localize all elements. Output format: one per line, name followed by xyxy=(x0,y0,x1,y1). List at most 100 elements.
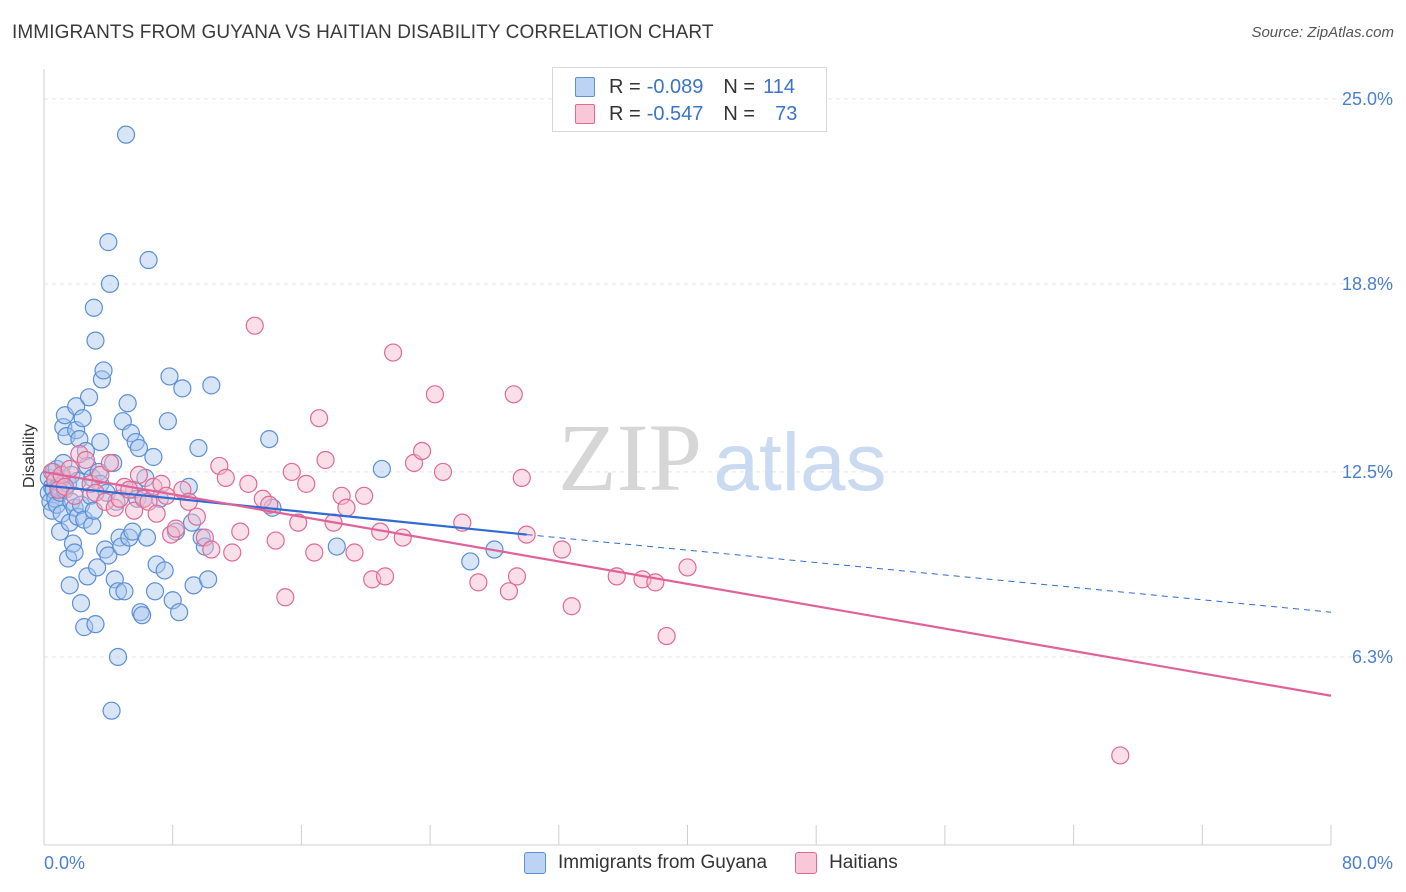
data-point-haitians xyxy=(309,409,329,428)
data-point-guyana xyxy=(84,298,103,317)
data-point-haitians xyxy=(375,567,395,586)
data-point-guyana xyxy=(160,367,179,386)
data-point-guyana xyxy=(108,647,128,667)
watermark: ZIP atlas xyxy=(558,404,887,511)
legend-n-label: N = xyxy=(723,102,756,125)
bottom-legend-label-haitians: Haitians xyxy=(829,852,898,873)
x-tick-label: 0.0% xyxy=(44,853,85,873)
legend: R = -0.089 N = 114 R = -0.547 N = 73 xyxy=(552,67,827,132)
axes xyxy=(43,69,1332,846)
data-point-guyana xyxy=(87,558,107,577)
data-point-haitians xyxy=(96,492,115,511)
legend-r-value: -0.089 xyxy=(646,75,704,98)
data-point-haitians xyxy=(512,468,531,487)
data-point-guyana xyxy=(102,701,121,720)
data-point-guyana xyxy=(155,561,174,580)
legend-n-label: N = xyxy=(723,75,756,98)
data-point-guyana xyxy=(202,376,221,395)
data-point-guyana xyxy=(115,582,134,601)
data-point-haitians xyxy=(562,597,581,616)
source-label: Source: ZipAtlas.com xyxy=(1251,24,1394,41)
bottom-legend-label-guyana: Immigrants from Guyana xyxy=(558,852,768,873)
data-point-guyana xyxy=(139,250,158,270)
data-point-haitians xyxy=(276,588,295,607)
data-point-haitians xyxy=(552,540,572,559)
data-point-guyana xyxy=(173,379,192,398)
data-point-guyana xyxy=(116,125,136,144)
chart-title: IMMIGRANTS FROM GUYANA VS HAITIAN DISABI… xyxy=(12,22,714,43)
bottom-legend: Immigrants from Guyana Haitians xyxy=(524,852,926,874)
data-point-haitians xyxy=(245,316,264,335)
data-point-haitians xyxy=(157,486,176,505)
data-point-guyana xyxy=(99,233,118,252)
legend-row-guyana: R = -0.089 N = 114 xyxy=(575,73,795,101)
trendlines xyxy=(43,470,1332,697)
data-point-guyana xyxy=(79,388,99,407)
bottom-legend-swatch-guyana xyxy=(524,852,546,874)
data-point-guyana xyxy=(105,570,124,589)
data-point-guyana xyxy=(121,424,140,443)
data-point-guyana xyxy=(327,537,346,556)
watermark-atlas: atlas xyxy=(713,417,886,508)
data-point-guyana xyxy=(100,274,120,293)
data-point-haitians xyxy=(65,486,84,505)
y-tick-label: 12.5% xyxy=(1342,462,1393,482)
data-point-guyana xyxy=(47,495,66,514)
data-point-haitians xyxy=(187,507,206,526)
data-point-guyana xyxy=(60,576,79,595)
data-point-haitians xyxy=(91,465,110,485)
legend-swatch-guyana xyxy=(575,77,595,97)
data-point-guyana xyxy=(144,447,163,467)
bottom-legend-guyana: Immigrants from Guyana xyxy=(524,852,767,874)
data-point-guyana xyxy=(131,603,150,622)
data-point-haitians xyxy=(316,450,335,470)
data-point-guyana xyxy=(260,429,279,449)
legend-r-value: -0.547 xyxy=(646,102,704,125)
trendline-guyana-extension xyxy=(526,534,1332,613)
data-point-guyana xyxy=(83,516,102,535)
data-point-haitians xyxy=(147,504,166,523)
data-point-haitians xyxy=(678,558,697,577)
data-point-haitians xyxy=(412,441,432,461)
data-point-haitians xyxy=(337,498,356,517)
data-point-haitians xyxy=(305,543,324,562)
data-point-guyana xyxy=(108,582,128,601)
data-point-guyana xyxy=(133,606,152,625)
data-point-haitians xyxy=(105,498,124,517)
data-point-haitians xyxy=(1111,746,1130,765)
data-point-guyana xyxy=(182,513,202,532)
legend-r-label: R = xyxy=(609,75,641,98)
legend-row-haitians: R = -0.547 N = 73 xyxy=(575,100,797,128)
trendline-haitians xyxy=(43,470,1332,697)
data-point-haitians xyxy=(469,573,488,592)
data-point-guyana xyxy=(94,361,113,380)
data-point-haitians xyxy=(289,513,308,532)
x-tick-label: 80.0% xyxy=(1342,853,1393,873)
data-point-guyana xyxy=(99,546,118,565)
watermark-zip: ZIP xyxy=(558,404,702,511)
data-point-haitians xyxy=(657,626,676,646)
data-point-guyana xyxy=(73,409,92,428)
y-axis-label: Disability xyxy=(21,424,38,488)
y-tick-label: 25.0% xyxy=(1342,89,1393,109)
data-point-haitians xyxy=(425,385,445,404)
data-point-haitians xyxy=(282,462,301,482)
data-point-haitians xyxy=(332,486,351,505)
data-point-haitians xyxy=(504,385,523,404)
data-point-haitians xyxy=(355,486,374,505)
trendline-guyana xyxy=(43,484,527,536)
bottom-legend-haitians: Haitians xyxy=(795,852,898,874)
data-point-haitians xyxy=(433,462,453,482)
y-tick-label: 6.3% xyxy=(1352,647,1393,667)
data-point-haitians xyxy=(393,528,412,547)
data-point-guyana xyxy=(170,603,189,622)
y-tick-label: 18.8% xyxy=(1342,274,1393,294)
data-point-haitians xyxy=(383,343,403,362)
data-point-haitians xyxy=(216,468,235,487)
legend-swatch-haitians xyxy=(575,104,595,124)
data-point-guyana xyxy=(86,615,105,634)
tick-labels: 6.3% 12.5% 18.8% 25.0% 0.0% 80.0% xyxy=(44,89,1393,873)
data-point-guyana xyxy=(129,438,149,458)
data-point-guyana xyxy=(91,432,110,452)
